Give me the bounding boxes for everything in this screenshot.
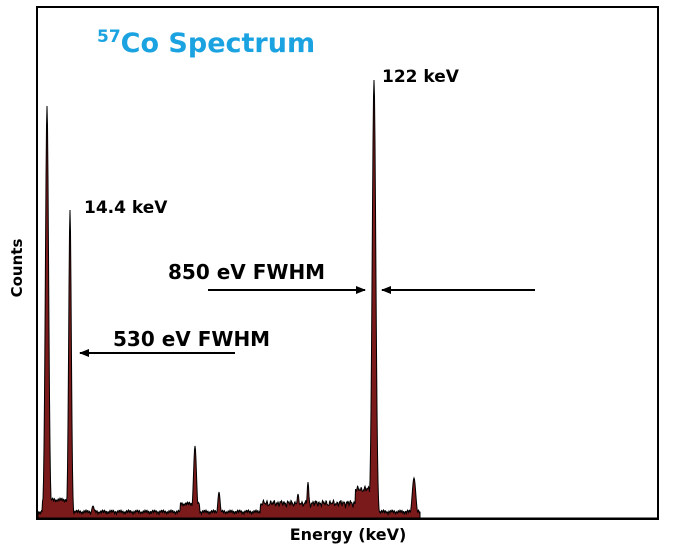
peak-label-14: 14.4 keV (84, 198, 168, 218)
fwhm-label-850: 850 eV FWHM (168, 260, 325, 284)
y-axis-label: Counts (8, 239, 26, 298)
peak-label-122: 122 keV (382, 67, 460, 87)
title-superscript: 57 (97, 27, 121, 47)
title-main: Co Spectrum (121, 28, 315, 59)
plot-frame (36, 6, 659, 520)
x-axis-label: Energy (keV) (290, 525, 407, 544)
chart-title: 57Co Spectrum (97, 27, 315, 59)
spectrum-area (37, 79, 657, 519)
fwhm-label-530: 530 eV FWHM (113, 327, 270, 351)
